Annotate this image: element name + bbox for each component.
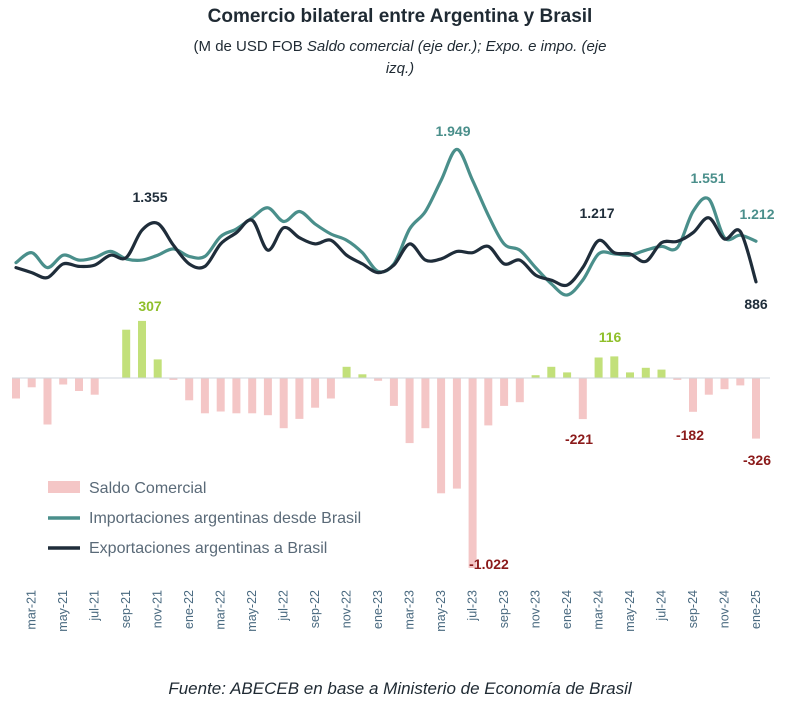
saldo-bar <box>515 378 524 403</box>
saldo-bar <box>421 378 430 429</box>
saldo-bar <box>626 372 634 378</box>
x-tick-label: nov-21 <box>151 590 165 628</box>
saldo-bar <box>452 378 461 489</box>
saldo-bar <box>752 378 760 439</box>
saldo-bar <box>185 378 194 401</box>
label-saldo-min-2023: -1.022 <box>469 556 509 572</box>
x-tick-label: jul-22 <box>277 590 291 622</box>
label-exports-ene25: 886 <box>744 296 768 312</box>
data-labels: 1.355 307 1.949 -1.022 1.217 116 -221 1.… <box>132 123 774 572</box>
saldo-bar <box>720 378 729 390</box>
x-tick-label: nov-24 <box>718 590 732 628</box>
x-tick-label: mar-23 <box>403 590 417 630</box>
x-tick-label: mar-24 <box>592 590 606 630</box>
label-exports-mar24: 1.217 <box>579 205 614 221</box>
saldo-bar <box>59 378 68 385</box>
saldo-bar <box>594 357 603 378</box>
x-tick-label: mar-22 <box>214 590 228 630</box>
x-tick-label: nov-23 <box>529 590 543 628</box>
x-tick-label: sep-22 <box>308 590 322 628</box>
label-saldo-ene25: -326 <box>743 452 771 468</box>
saldo-bar <box>578 378 587 420</box>
saldo-bar <box>75 378 83 391</box>
saldo-bar <box>90 378 99 395</box>
saldo-bar <box>704 378 713 395</box>
x-tick-label: jul-21 <box>88 590 102 622</box>
saldo-bar <box>736 378 745 386</box>
saldo-bar <box>468 378 477 568</box>
saldo-bar <box>279 378 288 429</box>
x-axis-ticks: mar-21 may-21 jul-21 sep-21 nov-21 ene-22 mar-… <box>25 590 763 632</box>
legend-saldo-swatch <box>48 481 80 493</box>
legend: Saldo Comercial Importaciones argentinas… <box>48 480 361 557</box>
saldo-bar <box>169 378 178 380</box>
x-tick-label: jul-24 <box>655 590 669 622</box>
x-tick-label: mar-21 <box>25 590 39 630</box>
saldo-bar <box>405 378 414 444</box>
label-saldo-feb24: -221 <box>565 431 593 447</box>
subtitle-units: (M de USD FOB <box>193 38 307 55</box>
x-tick-label: ene-23 <box>371 590 385 629</box>
subtitle-axes-note: Saldo comercial (eje der.); Expo. e impo… <box>306 38 607 77</box>
chart-subtitle: (M de USD FOB Saldo comercial (eje der.)… <box>180 36 620 80</box>
saldo-bar <box>531 375 540 378</box>
saldo-bar <box>232 378 241 414</box>
saldo-bar <box>216 378 225 412</box>
label-saldo-peak-2021: 307 <box>138 298 162 314</box>
saldo-bar <box>500 378 509 406</box>
saldo-bar <box>311 378 320 408</box>
saldo-bar <box>657 369 666 378</box>
chart-title: Comercio bilateral entre Argentina y Bra… <box>207 6 593 27</box>
x-tick-label: may-23 <box>434 590 448 632</box>
saldo-bar <box>27 378 36 388</box>
label-imports-ene25: 1.212 <box>739 206 774 222</box>
saldo-bar <box>43 378 52 425</box>
saldo-bar <box>326 378 335 399</box>
x-tick-label: nov-22 <box>340 590 354 628</box>
label-imports-oct24: 1.551 <box>690 170 725 186</box>
saldo-bar <box>437 378 446 494</box>
saldo-bar <box>263 378 272 416</box>
saldo-bar <box>12 378 20 399</box>
x-tick-label: ene-22 <box>182 590 196 629</box>
x-tick-label: may-24 <box>623 590 637 632</box>
saldo-bar <box>295 378 304 419</box>
saldo-bar <box>389 378 398 406</box>
saldo-bar <box>138 320 146 378</box>
saldo-bar <box>153 359 162 378</box>
saldo-bar <box>122 329 131 378</box>
saldo-bar <box>358 374 367 378</box>
saldo-bar <box>563 372 572 378</box>
saldo-bar <box>547 366 556 378</box>
saldo-bar <box>484 378 493 426</box>
legend-exports-label: Exportaciones argentinas a Brasil <box>89 540 327 557</box>
exports-line <box>14 216 758 288</box>
label-saldo-apr24: 116 <box>599 329 622 345</box>
saldo-bar <box>673 378 682 380</box>
saldo-bar <box>248 378 257 414</box>
legend-saldo-label: Saldo Comercial <box>89 480 206 497</box>
saldo-bar <box>200 378 209 414</box>
x-tick-label: jul-23 <box>466 590 480 622</box>
imports-line <box>14 147 758 297</box>
x-tick-label: may-22 <box>245 590 259 632</box>
saldo-bar <box>342 366 351 378</box>
saldo-bar <box>610 356 619 378</box>
saldo-bar <box>641 367 650 378</box>
x-tick-label: sep-21 <box>119 590 133 628</box>
saldo-bar <box>689 378 697 412</box>
x-tick-label: sep-24 <box>686 590 700 628</box>
label-exports-peak-2021: 1.355 <box>132 189 167 205</box>
saldo-bars <box>12 320 760 568</box>
label-saldo-sep24: -182 <box>676 427 704 443</box>
legend-imports-label: Importaciones argentinas desde Brasil <box>89 510 361 527</box>
x-tick-label: ene-25 <box>749 590 763 629</box>
label-imports-peak-2023: 1.949 <box>435 123 470 139</box>
x-tick-label: may-21 <box>56 590 70 632</box>
x-tick-label: ene-24 <box>560 590 574 629</box>
x-tick-label: sep-23 <box>497 590 511 628</box>
saldo-bar <box>374 378 383 381</box>
source-note: Fuente: ABECEB en base a Ministerio de E… <box>168 679 632 698</box>
